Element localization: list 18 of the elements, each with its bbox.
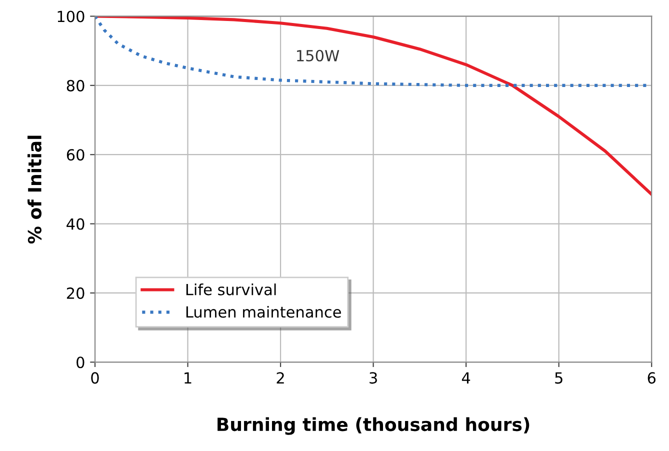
y-tick-label: 60 (66, 149, 84, 161)
legend-label: Life survival (186, 284, 276, 296)
annotation: 150W (297, 50, 340, 62)
x-tick-label: 1 (184, 372, 192, 384)
legend-label: Lumen maintenance (186, 306, 341, 318)
y-tick-label: 20 (66, 287, 84, 299)
y-tick-label: 0 (76, 356, 84, 368)
x-tick-label: 0 (91, 372, 99, 384)
x-axis-title: Burning time (thousand hours) (218, 417, 530, 435)
x-tick-label: 3 (370, 372, 377, 384)
y-tick-label: 80 (66, 80, 84, 92)
x-tick-label: 5 (555, 372, 562, 384)
x-tick-label: 4 (462, 372, 470, 384)
x-tick-label: 2 (276, 372, 284, 384)
y-tick-label: 100 (58, 10, 84, 22)
y-axis-title: % of Initial (28, 136, 42, 244)
x-tick-label: 6 (648, 372, 656, 384)
y-tick-label: 40 (66, 218, 84, 230)
